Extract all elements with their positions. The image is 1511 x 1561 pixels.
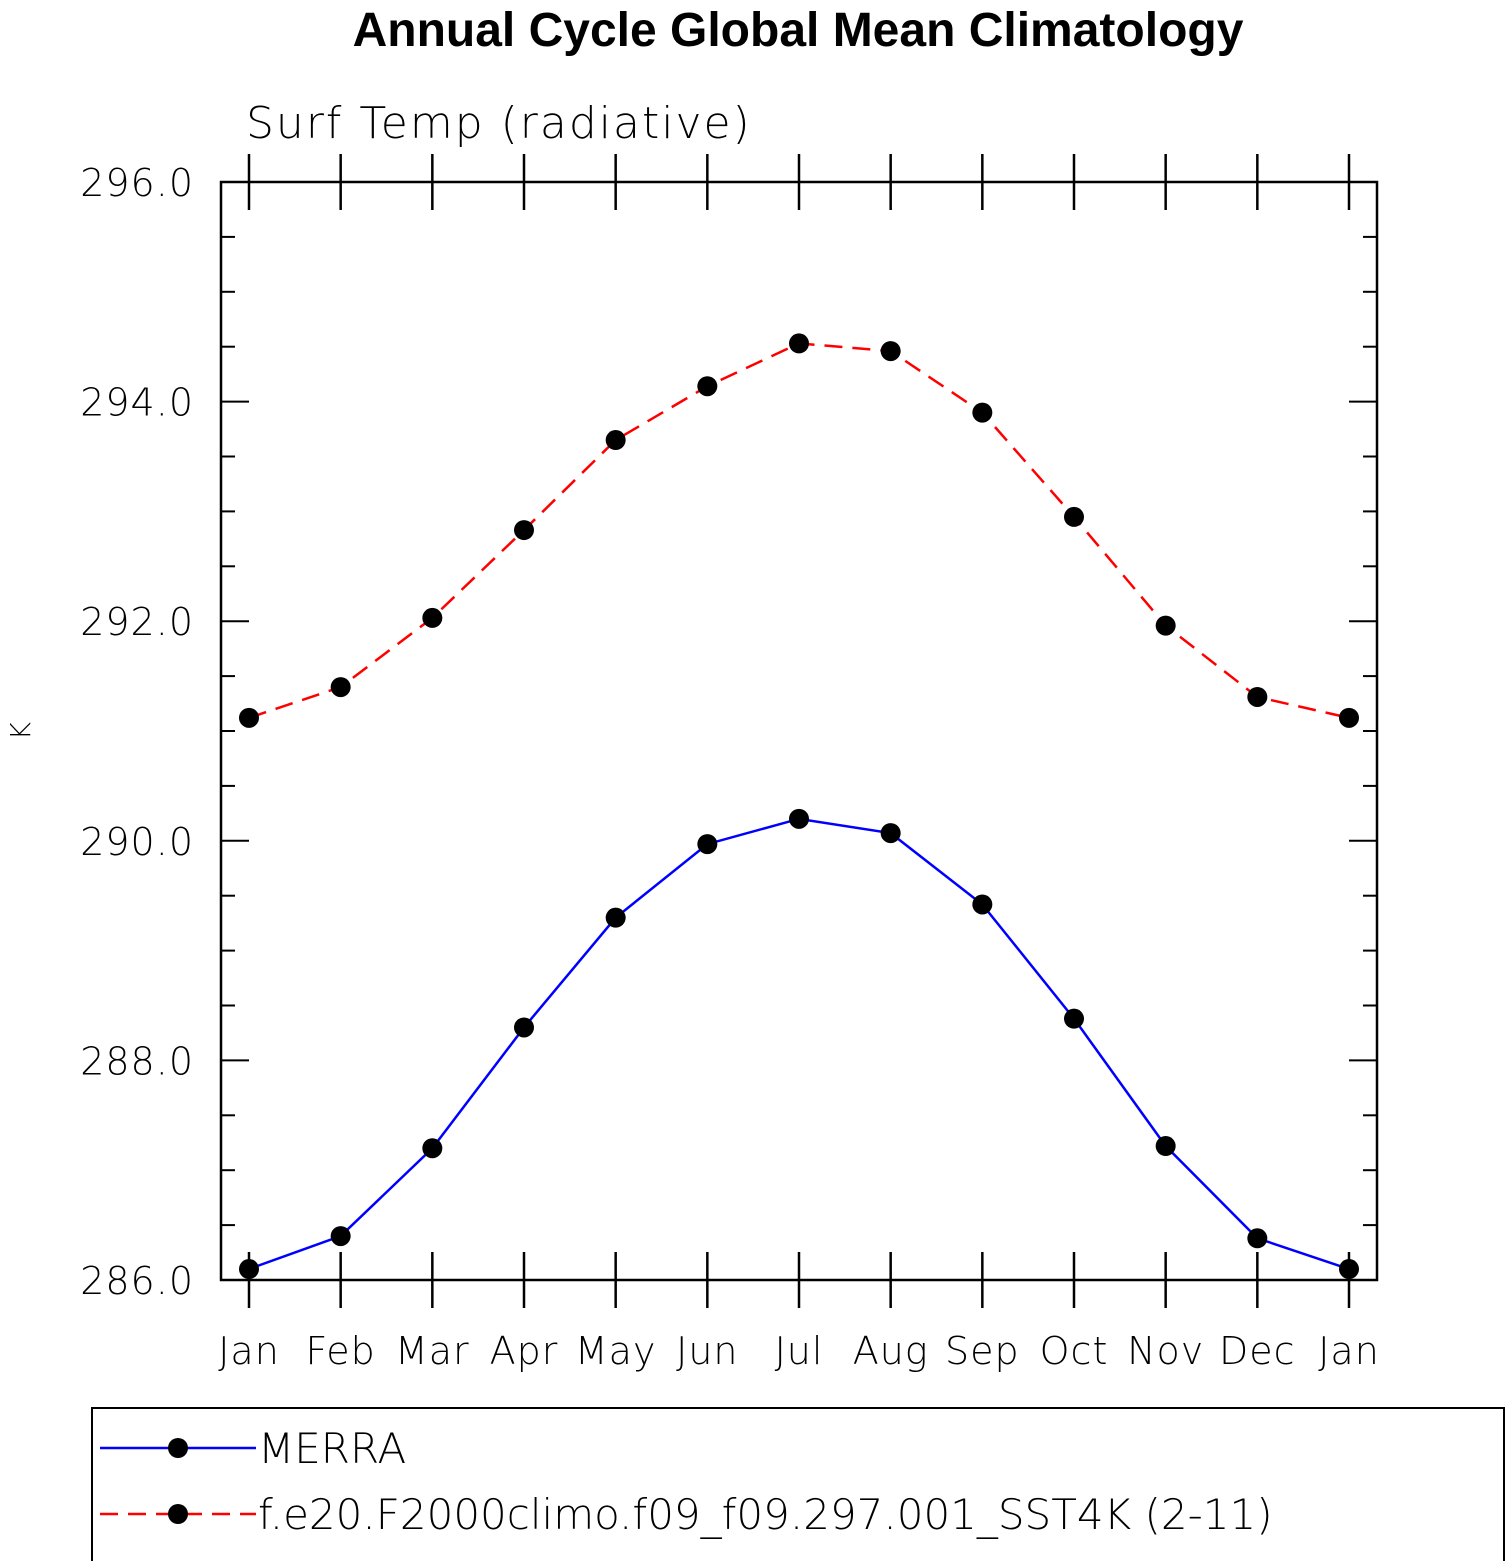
- data-point-series-0: [330, 1226, 351, 1247]
- y-tick-label: 294.0: [80, 381, 194, 425]
- data-point-series-0: [972, 894, 993, 915]
- chart-subtitle: Surf Temp (radiative): [246, 98, 752, 149]
- series-line-1: [248, 342, 1350, 720]
- x-tick-label: Dec: [1219, 1329, 1296, 1373]
- data-point-series-0: [1155, 1136, 1176, 1157]
- data-point-series-1: [239, 707, 259, 728]
- data-point-series-1: [514, 520, 534, 541]
- y-axis-label: K: [4, 721, 37, 740]
- x-tick-label: Jul: [775, 1329, 824, 1373]
- y-tick-label: 296.0: [80, 161, 194, 205]
- y-tick-label: 290.0: [80, 820, 194, 864]
- data-point-series-0: [789, 808, 809, 829]
- data-point-series-0: [1247, 1228, 1268, 1249]
- data-point-series-1: [880, 341, 901, 362]
- data-point-series-1: [789, 333, 809, 354]
- x-tick-label: Jan: [218, 1329, 280, 1373]
- legend-marker-sst4k: [168, 1504, 188, 1524]
- data-point-series-1: [1064, 506, 1084, 527]
- legend-box: [91, 1407, 1505, 1561]
- series-line-0: [248, 817, 1350, 1271]
- data-point-series-1: [1155, 615, 1176, 636]
- y-tick-label: 288.0: [80, 1039, 194, 1083]
- x-tick-label: Jun: [676, 1329, 738, 1373]
- x-tick-label: Nov: [1127, 1329, 1204, 1373]
- data-point-series-0: [1339, 1259, 1359, 1280]
- data-point-series-0: [422, 1138, 443, 1159]
- y-tick-label: 286.0: [80, 1259, 194, 1303]
- legend-label-merra: MERRA: [258, 1424, 406, 1473]
- data-point-series-0: [1064, 1008, 1084, 1029]
- data-point-series-1: [697, 376, 718, 397]
- data-point-series-1: [422, 607, 443, 628]
- x-tick-label: Jan: [1318, 1329, 1380, 1373]
- plot-area: Jan Feb Mar Apr May Jun Jul Aug Sep Oct Nov Dec Jan 2…: [80, 154, 1380, 1373]
- y-tick-label: 292.0: [80, 600, 194, 644]
- data-point-series-0: [605, 907, 626, 928]
- data-point-series-0: [880, 823, 901, 844]
- x-tick-label: Mar: [395, 1329, 470, 1373]
- x-tick-label: Feb: [306, 1329, 376, 1373]
- legend-label-sst4k: f.e20.F2000climo.f09_f09.297.001_SST4K (…: [258, 1490, 1273, 1539]
- legend-marker-merra: [168, 1438, 188, 1458]
- data-point-series-1: [605, 430, 626, 451]
- legend: MERRA f.e20.F2000climo.f09_f09.297.001_S…: [91, 1407, 1505, 1561]
- data-point-series-0: [697, 834, 718, 855]
- data-point-series-0: [514, 1017, 534, 1038]
- data-point-series-1: [1339, 707, 1359, 728]
- data-point-series-1: [330, 677, 351, 698]
- chart-title: Annual Cycle Global Mean Climatology: [353, 4, 1244, 57]
- x-tick-label: Sep: [945, 1329, 1020, 1373]
- x-tick-label: Aug: [853, 1329, 929, 1373]
- x-tick-label: May: [575, 1329, 657, 1373]
- x-tick-label: Apr: [490, 1329, 559, 1373]
- x-tick-label: Oct: [1040, 1329, 1109, 1373]
- data-point-series-0: [239, 1259, 259, 1280]
- data-point-series-1: [972, 402, 993, 423]
- data-point-series-1: [1247, 686, 1268, 707]
